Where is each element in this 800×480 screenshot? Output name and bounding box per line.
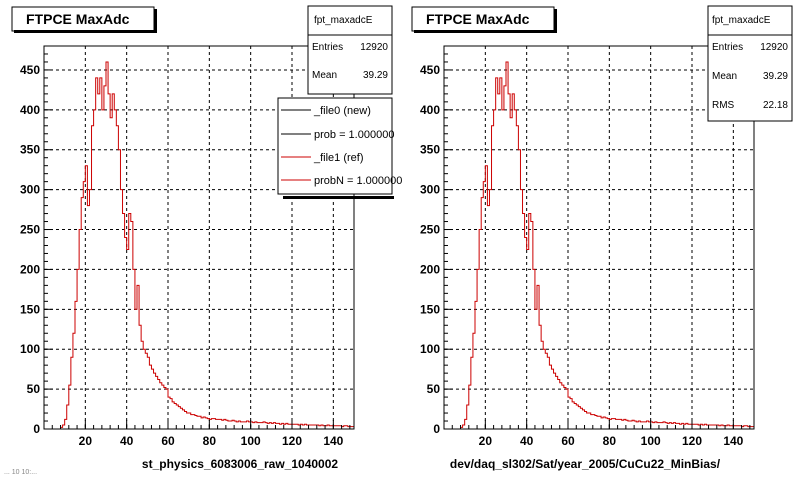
stats-box-left: fpt_maxadcE Entries 12920 Mean 39.29: [307, 5, 393, 95]
y-tick-label: 200: [420, 262, 440, 276]
panel-left: 20 40 60 80 100 120 140 0 50 100 150 200 250 300 350 4…: [11, 5, 402, 471]
x-tick-label: 80: [603, 434, 617, 448]
y-tick-label: 400: [20, 103, 40, 117]
x-tick-label: 20: [79, 434, 93, 448]
y-tick-label: 450: [20, 63, 40, 77]
x-axis-left: 20 40 60 80 100 120 140: [43, 420, 351, 448]
legend-label-probn: probN = 1.000000: [314, 175, 402, 187]
y-tick-label: 50: [27, 382, 41, 396]
y-tick-label: 450: [420, 63, 440, 77]
panel-right: 20 40 60 80 100 120 140 0 50 100 150 200 250 300 350 4…: [411, 5, 793, 471]
title-shadow-right: [414, 30, 556, 33]
legend-left: _file0 (new) prob = 1.000000 _file1 (ref…: [277, 97, 402, 199]
y-tick-label: 400: [420, 103, 440, 117]
x-tick-label: 100: [241, 434, 261, 448]
y-tick-label: 250: [420, 223, 440, 237]
title-shadow-side-left: [154, 9, 157, 33]
x-tick-label: 40: [120, 434, 134, 448]
legend-label-file0: _file0 (new): [313, 105, 371, 117]
legend-label-file1: _file1 (ref): [313, 152, 364, 164]
stats-label-entries-left: Entries: [312, 42, 343, 53]
stats-name-left: fpt_maxadcE: [314, 15, 373, 26]
title-box-right: [411, 6, 555, 32]
y-tick-label: 350: [20, 143, 40, 157]
x-tick-label: 120: [682, 434, 702, 448]
y-axis-right: 0 50 100 150 200 250 300 350 400 450: [420, 45, 453, 436]
y-tick-label: 300: [420, 183, 440, 197]
stats-name-right: fpt_maxadcE: [712, 15, 771, 26]
y-tick-label: 50: [427, 382, 441, 396]
y-tick-label: 100: [420, 342, 440, 356]
stats-value-mean-right: 39.29: [763, 71, 788, 82]
y-tick-label: 150: [420, 302, 440, 316]
x-tick-label: 80: [203, 434, 217, 448]
stats-label-rms-right: RMS: [712, 100, 735, 111]
x-tick-label: 140: [323, 434, 343, 448]
stats-label-entries-right: Entries: [712, 42, 743, 53]
histogram-line-left: [44, 61, 354, 430]
stats-value-entries-right: 12920: [760, 42, 788, 53]
stats-box-right: fpt_maxadcE Entries 12920 Mean 39.29 RMS…: [707, 5, 793, 122]
chart-title-left: FTPCE MaxAdc: [26, 11, 130, 27]
histogram-line-right: [444, 61, 754, 430]
y-tick-label: 350: [420, 143, 440, 157]
y-tick-label: 0: [33, 422, 40, 436]
y-tick-label: 250: [20, 223, 40, 237]
stats-label-mean-right: Mean: [712, 71, 737, 82]
grid-right: [444, 46, 754, 429]
y-tick-label: 150: [20, 302, 40, 316]
stats-value-entries-left: 12920: [360, 42, 388, 53]
x-axis-label-right: dev/daq_sl302/Sat/year_2005/CuCu22_MinBi…: [450, 457, 721, 471]
title-shadow-side-right: [554, 9, 557, 33]
stats-value-mean-left: 39.29: [363, 70, 388, 81]
x-tick-label: 60: [161, 434, 175, 448]
x-tick-label: 60: [561, 434, 575, 448]
x-tick-label: 100: [641, 434, 661, 448]
stats-value-rms-right: 22.18: [763, 100, 788, 111]
chart-title-right: FTPCE MaxAdc: [426, 11, 530, 27]
y-tick-label: 200: [20, 262, 40, 276]
stats-label-mean-left: Mean: [312, 70, 337, 81]
x-tick-label: 40: [520, 434, 534, 448]
y-tick-label: 300: [20, 183, 40, 197]
y-axis-left: 0 50 100 150 200 250 300 350 400 450: [20, 45, 53, 436]
title-shadow-left: [14, 30, 156, 33]
x-tick-label: 20: [479, 434, 493, 448]
legend-label-prob: prob = 1.000000: [314, 129, 394, 141]
x-axis-label-left: st_physics_6083006_raw_1040002: [142, 457, 338, 471]
y-tick-label: 100: [20, 342, 40, 356]
x-tick-label: 140: [723, 434, 743, 448]
x-axis-right: 20 40 60 80 100 120 140: [443, 420, 751, 448]
x-tick-label: 120: [282, 434, 302, 448]
y-tick-label: 0: [433, 422, 440, 436]
footer-note: ... 10 10:...: [4, 469, 37, 476]
